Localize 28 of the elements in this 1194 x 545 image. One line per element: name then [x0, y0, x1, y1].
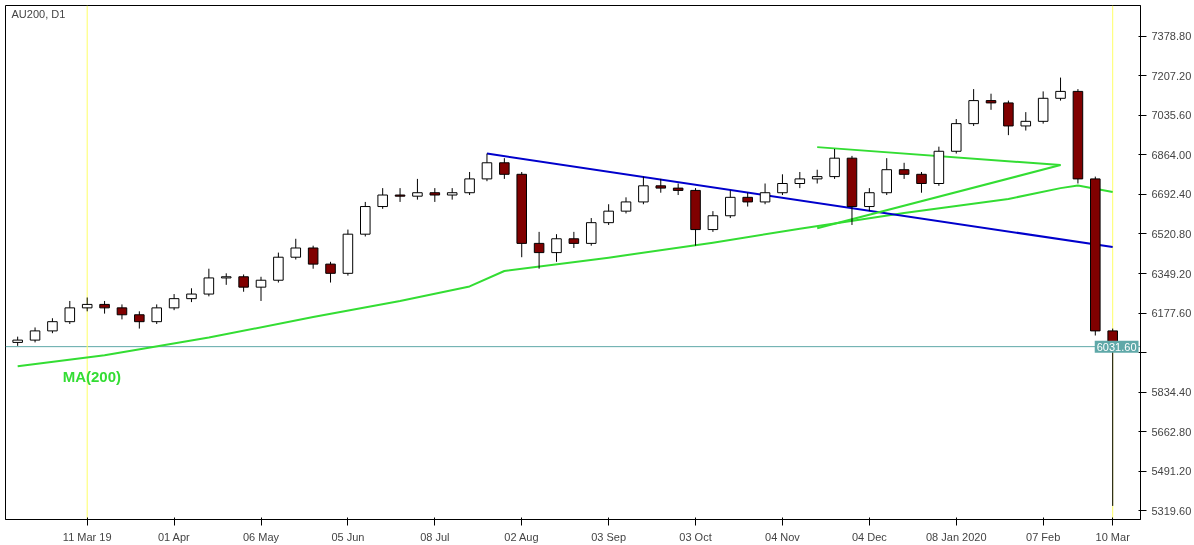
y-tick-label: 7207.20	[1151, 69, 1192, 82]
ref-line-label: 6031.60	[1096, 340, 1137, 353]
x-tick-label: 08 Jul	[420, 530, 450, 543]
x-tick-label: 11 Mar 19	[62, 530, 112, 543]
x-tick-label: 05 Jun	[331, 530, 365, 543]
y-tick-label: 6177.60	[1151, 307, 1192, 320]
x-tick-label: 08 Jan 2020	[925, 530, 987, 543]
y-tick-label: 5834.40	[1151, 386, 1192, 399]
y-tick-label: 5319.60	[1151, 504, 1192, 517]
y-tick-label: 5662.80	[1151, 425, 1192, 438]
x-tick-label: 02 Aug	[504, 530, 539, 543]
x-tick-label: 04 Nov	[765, 530, 801, 543]
x-tick-label: 10 Mar	[1095, 530, 1131, 543]
chart-title: AU200, D1	[11, 7, 66, 20]
x-tick-label: 01 Apr	[157, 530, 191, 543]
y-tick-label: 7378.80	[1151, 30, 1192, 43]
y-tick-label: 6692.40	[1151, 188, 1192, 201]
x-tick-label: 03 Sep	[591, 530, 627, 543]
series-label: MA(200)	[62, 367, 122, 385]
x-tick-label: 06 May	[242, 530, 280, 543]
x-tick-label: 07 Feb	[1026, 530, 1061, 543]
y-tick-label: 6520.80	[1151, 227, 1192, 240]
y-tick-label: 6349.20	[1151, 267, 1192, 280]
y-tick-label: 7035.60	[1151, 109, 1192, 122]
y-tick-label: 5491.20	[1151, 465, 1192, 478]
x-tick-label: 03 Oct	[679, 530, 712, 543]
x-tick-label: 04 Dec	[851, 530, 888, 543]
y-tick-label: 6864.00	[1151, 148, 1192, 161]
